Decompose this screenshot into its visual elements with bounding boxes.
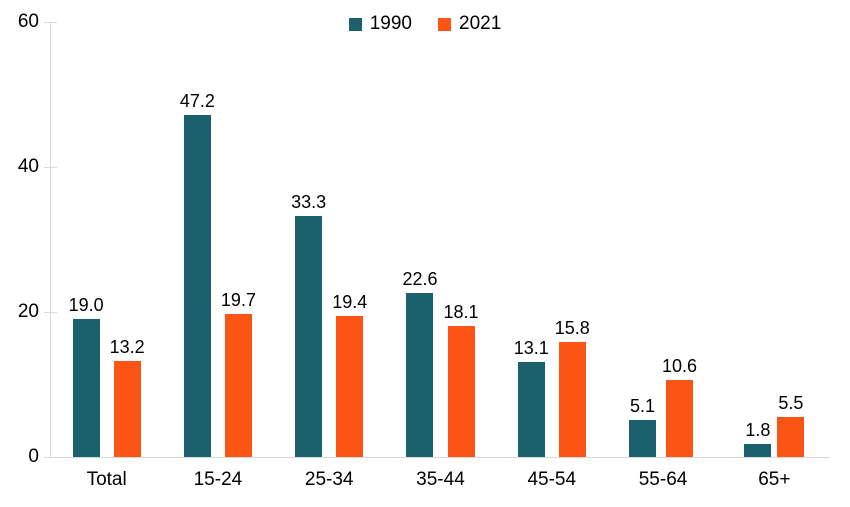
bar-2021: [336, 316, 364, 457]
y-axis-tick: [44, 21, 57, 23]
bar-with-label: 47.2: [180, 22, 215, 457]
legend-swatch-icon: [438, 17, 451, 31]
bar-group: 33.3 19.4 25-34: [274, 22, 385, 490]
x-axis-label: 25-34: [304, 469, 354, 490]
bar-value-label: 47.2: [179, 90, 215, 111]
x-axis-label: Total: [86, 469, 127, 490]
bar-2021: [113, 361, 141, 457]
bar-2021: [447, 325, 475, 457]
bar-1990: [629, 420, 657, 457]
x-axis-label: 45-54: [527, 469, 577, 490]
bar-group: 13.1 15.8 45-54: [496, 22, 607, 490]
bar-with-label: 13.1: [514, 22, 549, 457]
bar-value-label: 19.0: [68, 295, 104, 316]
bar-with-label: 5.5: [777, 22, 805, 457]
x-axis-label: 55-64: [638, 469, 688, 490]
bar-value-label: 5.5: [778, 393, 804, 414]
x-axis-label: 15-24: [193, 469, 243, 490]
y-axis-tick-label: 0: [28, 446, 39, 467]
bar-value-label: 13.1: [513, 338, 549, 359]
bar-value-label: 5.1: [630, 396, 656, 417]
bar-with-label: 5.1: [629, 22, 657, 457]
bar-1990: [72, 319, 100, 457]
bar-value-label: 19.4: [332, 292, 368, 313]
bar-group: 47.2 19.7 15-24: [162, 22, 273, 490]
x-axis-label: 35-44: [416, 469, 465, 490]
chart-legend: 1990 2021: [0, 13, 850, 35]
legend-item-1990: 1990: [348, 13, 412, 35]
bar-with-label: 1.8: [744, 22, 772, 457]
y-axis-tick: [44, 166, 57, 168]
bar-2021: [666, 380, 694, 457]
bar-value-label: 1.8: [745, 419, 771, 440]
bar-value-label: 22.6: [402, 269, 438, 290]
legend-swatch-icon: [348, 17, 362, 31]
bar-group: 1.8 5.5 65+: [719, 22, 830, 490]
bar-value-label: 18.1: [443, 301, 479, 322]
bar-1990: [183, 114, 211, 457]
bar-group: 19.0 13.2 Total: [51, 22, 162, 490]
y-axis-tick: [44, 311, 57, 313]
legend-label: 1990: [369, 13, 412, 34]
bar-group: 22.6 18.1 35-44: [385, 22, 496, 490]
bar-with-label: 18.1: [443, 22, 479, 457]
bar-group: 5.1 10.6 55-64: [607, 22, 718, 490]
bar-2021: [777, 417, 805, 457]
legend-item-2021: 2021: [438, 13, 501, 35]
bar-1990: [295, 215, 323, 457]
bar-value-label: 13.2: [109, 337, 145, 358]
bar-with-label: 19.7: [221, 22, 256, 457]
bar-with-label: 10.6: [662, 22, 697, 457]
bar-value-label: 15.8: [554, 318, 590, 339]
bar-with-label: 13.2: [110, 22, 145, 457]
y-axis-tick-label: 60: [17, 11, 39, 32]
bar-value-label: 33.3: [291, 191, 327, 212]
bar-with-label: 22.6: [402, 22, 437, 457]
legend-label: 2021: [459, 13, 502, 34]
y-axis-tick: [44, 456, 57, 458]
bar-1990: [744, 443, 772, 457]
bar-value-label: 19.7: [220, 290, 256, 311]
bar-with-label: 15.8: [555, 22, 590, 457]
bar-with-label: 33.3: [291, 22, 326, 457]
bar-value-label: 10.6: [662, 356, 698, 377]
bar-2021: [558, 342, 586, 457]
bar-1990: [406, 293, 434, 457]
bar-groups: 19.0 13.2 Total 47.2 19.7 15-24 33.3 19.4 25-34 2…: [51, 22, 830, 490]
y-axis-tick-label: 20: [17, 301, 39, 323]
bar-1990: [517, 362, 545, 457]
bar-2021: [224, 314, 252, 457]
bar-with-label: 19.4: [332, 22, 367, 457]
plot-area: 19.0 13.2 Total 47.2 19.7 15-24 33.3 19.4 25-34 2…: [18, 11, 830, 490]
y-axis-tick-label: 40: [17, 156, 39, 178]
x-axis-label: 65+: [758, 469, 791, 490]
bar-with-label: 19.0: [69, 22, 104, 457]
